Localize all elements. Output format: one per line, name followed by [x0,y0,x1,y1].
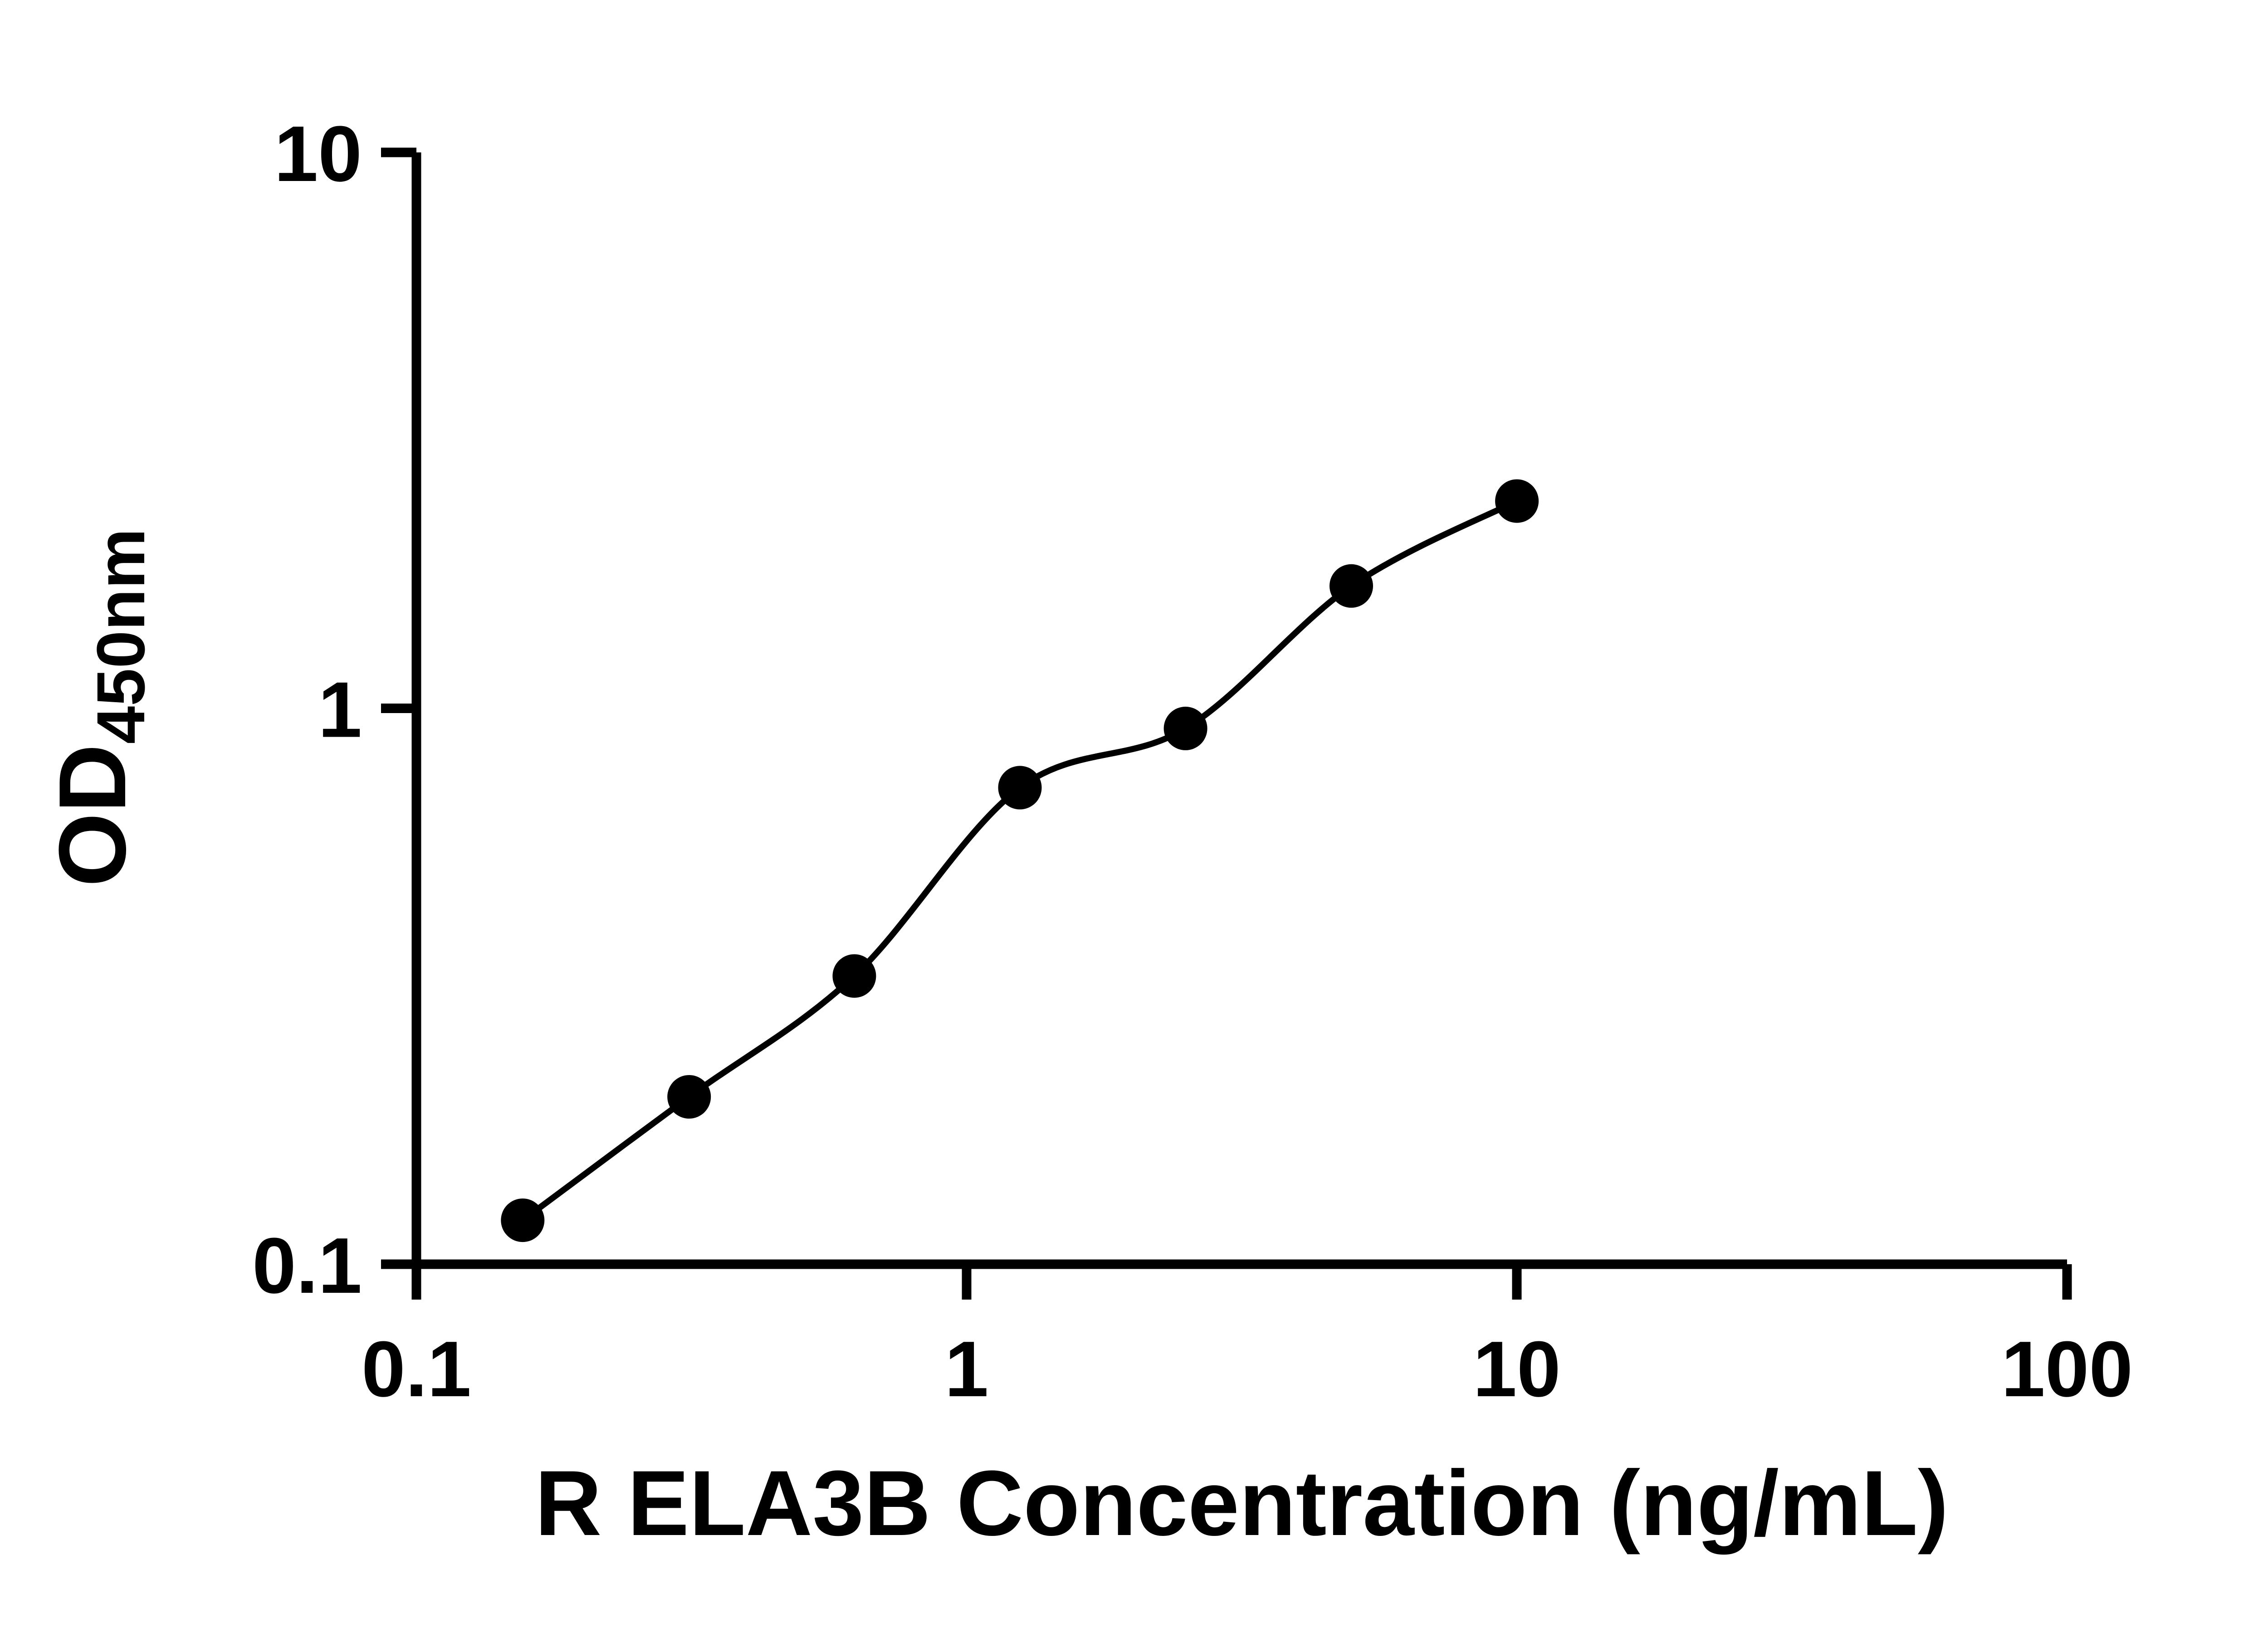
data-point-5 [1330,564,1373,608]
data-point-2 [832,954,876,998]
fit-curve [521,498,1519,1223]
x-tick-label-10: 10 [1473,1325,1561,1413]
y-axis-title-main: OD [39,744,146,887]
data-point-4 [1163,706,1207,750]
y-axis-title: OD450nm [39,528,159,887]
x-tick-label-1: 1 [945,1325,989,1413]
x-tick-label-100: 100 [2001,1325,2133,1413]
x-axis-title: R ELA3B Concentration (ng/mL) [535,1452,1949,1555]
x-tick-label-0.1: 0.1 [362,1325,471,1413]
axis-frame [411,152,2067,1269]
data-point-6 [1495,479,1539,523]
y-tick-label-10: 10 [274,109,362,198]
y-axis-title-subscript: 450nm [83,528,159,744]
y-tick-label-0.1: 0.1 [252,1221,362,1310]
data-point-1 [667,1075,711,1119]
data-point-3 [998,766,1042,810]
y-tick-label-1: 1 [318,665,362,754]
data-point-0 [501,1198,545,1242]
